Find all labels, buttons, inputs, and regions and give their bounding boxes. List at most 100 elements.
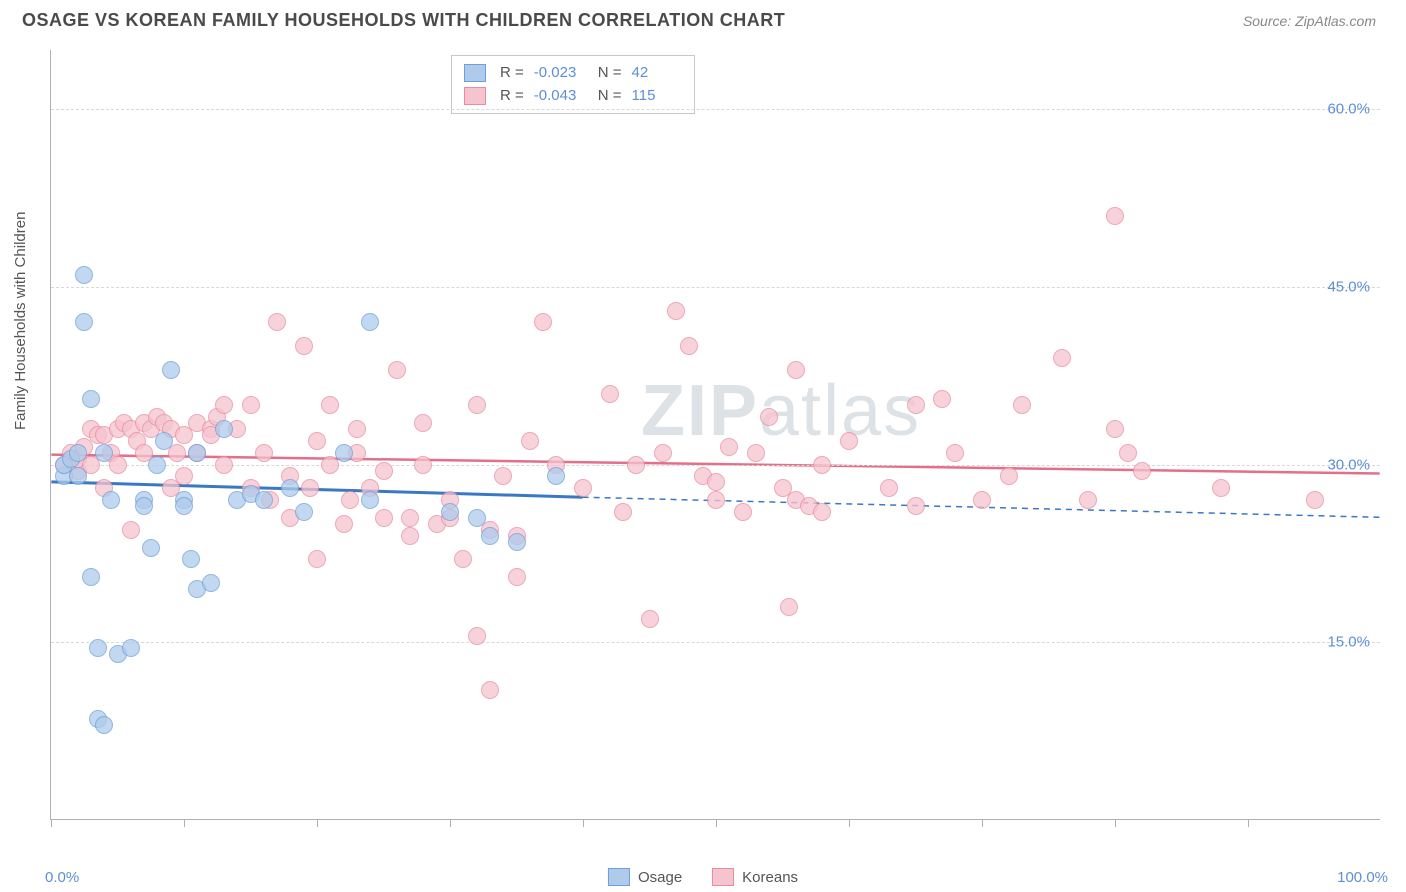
koreans-point — [1079, 491, 1097, 509]
koreans-point — [215, 396, 233, 414]
r-value: -0.023 — [534, 62, 584, 85]
osage-point — [295, 503, 313, 521]
koreans-point — [720, 438, 738, 456]
x-tick — [849, 819, 850, 827]
x-tick — [184, 819, 185, 827]
osage-point — [142, 539, 160, 557]
x-tick — [1115, 819, 1116, 827]
koreans-point — [1133, 462, 1151, 480]
koreans-point — [601, 385, 619, 403]
gridline — [51, 287, 1380, 288]
koreans-point — [1053, 349, 1071, 367]
koreans-point — [1013, 396, 1031, 414]
legend-item-koreans: Koreans — [712, 868, 798, 886]
osage-point — [82, 568, 100, 586]
koreans-point — [481, 681, 499, 699]
y-tick-label: 30.0% — [1327, 456, 1370, 473]
koreans-point — [388, 361, 406, 379]
koreans-point — [813, 456, 831, 474]
osage-point — [281, 479, 299, 497]
plot-area: ZIPatlas R =-0.023N =42R =-0.043N =115 1… — [50, 50, 1380, 820]
stat-row-osage: R =-0.023N =42 — [464, 62, 682, 85]
koreans-point — [308, 432, 326, 450]
osage-point — [468, 509, 486, 527]
osage-point — [162, 361, 180, 379]
r-label: R = — [500, 85, 524, 108]
osage-point — [335, 444, 353, 462]
koreans-point — [1106, 420, 1124, 438]
koreans-point — [1106, 207, 1124, 225]
koreans-point — [348, 420, 366, 438]
koreans-point — [534, 313, 552, 331]
koreans-point — [122, 521, 140, 539]
koreans-point — [946, 444, 964, 462]
correlation-stats-legend: R =-0.023N =42R =-0.043N =115 — [451, 55, 695, 114]
koreans-point — [880, 479, 898, 497]
koreans-point — [215, 456, 233, 474]
koreans-point — [175, 467, 193, 485]
trend-lines-layer — [51, 50, 1380, 819]
osage-point — [508, 533, 526, 551]
koreans-point — [414, 456, 432, 474]
x-tick — [51, 819, 52, 827]
koreans-point — [335, 515, 353, 533]
gridline — [51, 642, 1380, 643]
legend-label: Koreans — [742, 869, 798, 886]
y-tick-label: 15.0% — [1327, 634, 1370, 651]
koreans-point — [295, 337, 313, 355]
koreans-point — [627, 456, 645, 474]
y-axis-title: Family Households with Children — [12, 212, 29, 430]
koreans-point — [255, 444, 273, 462]
koreans-point — [341, 491, 359, 509]
koreans-point — [907, 497, 925, 515]
x-tick — [583, 819, 584, 827]
gridline — [51, 465, 1380, 466]
osage-point — [255, 491, 273, 509]
koreans-point — [614, 503, 632, 521]
koreans-point — [641, 610, 659, 628]
watermark: ZIPatlas — [641, 370, 921, 452]
osage-point — [102, 491, 120, 509]
koreans-point — [734, 503, 752, 521]
x-tick — [1248, 819, 1249, 827]
osage-point — [75, 313, 93, 331]
osage-point — [122, 639, 140, 657]
n-value: 115 — [632, 85, 682, 108]
koreans-point — [813, 503, 831, 521]
osage-point — [361, 491, 379, 509]
koreans-point — [242, 396, 260, 414]
koreans-point — [707, 473, 725, 491]
osage-point — [95, 444, 113, 462]
n-label: N = — [598, 85, 622, 108]
koreans-point — [375, 509, 393, 527]
osage-point — [82, 390, 100, 408]
osage-point — [95, 716, 113, 734]
x-tick — [317, 819, 318, 827]
koreans-point — [508, 568, 526, 586]
koreans-point — [780, 598, 798, 616]
y-tick-label: 60.0% — [1327, 101, 1370, 118]
koreans-swatch — [464, 87, 486, 105]
r-label: R = — [500, 62, 524, 85]
x-axis-min-label: 0.0% — [45, 869, 79, 886]
chart-title: OSAGE VS KOREAN FAMILY HOUSEHOLDS WITH C… — [22, 10, 785, 31]
osage-swatch — [608, 868, 630, 886]
koreans-point — [787, 361, 805, 379]
koreans-point — [268, 313, 286, 331]
legend-item-osage: Osage — [608, 868, 682, 886]
osage-point — [75, 266, 93, 284]
y-tick-label: 45.0% — [1327, 278, 1370, 295]
koreans-point — [760, 408, 778, 426]
osage-point — [547, 467, 565, 485]
koreans-point — [1212, 479, 1230, 497]
osage-point — [481, 527, 499, 545]
koreans-point — [707, 491, 725, 509]
series-legend: Osage Koreans — [608, 868, 798, 886]
koreans-point — [401, 509, 419, 527]
koreans-point — [468, 396, 486, 414]
koreans-point — [667, 302, 685, 320]
osage-point — [202, 574, 220, 592]
koreans-point — [907, 396, 925, 414]
koreans-point — [468, 627, 486, 645]
osage-point — [89, 639, 107, 657]
